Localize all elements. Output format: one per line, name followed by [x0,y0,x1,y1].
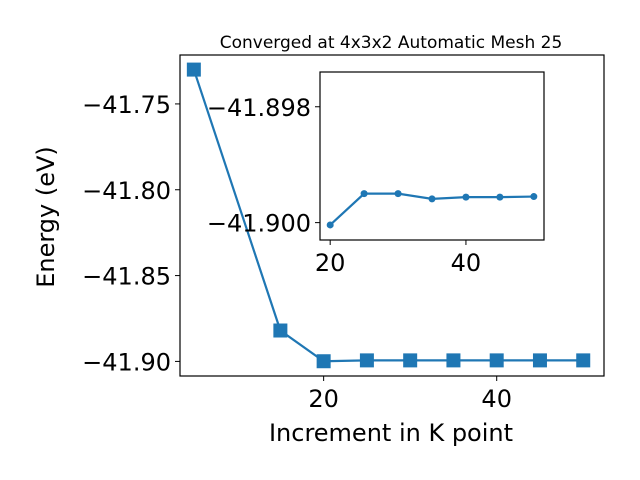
inset-y-tick-label: −41.898 [207,94,311,122]
main-data-point [316,354,331,369]
inset-x-tick-label: 20 [315,249,346,277]
inset-data-point [530,193,538,201]
main-data-point [403,353,418,368]
inset-data-point [428,195,436,203]
inset-data-point [496,193,504,201]
inset-data-point [326,221,334,229]
main-data-point [186,62,201,77]
inset-data-point [394,190,402,198]
inset-data-point [462,193,470,201]
main-y-tick-label: −41.85 [82,263,171,291]
main-y-tick-label: −41.80 [82,177,171,205]
inset-y-tick-label: −41.900 [207,210,311,238]
chart-title: Converged at 4x3x2 Automatic Mesh 25 [220,33,563,53]
main-data-point [576,353,591,368]
inset-frame [319,71,545,241]
main-y-tick-label: −41.75 [82,91,171,119]
main-data-point [273,323,288,338]
inset-data-point [360,190,368,198]
y-axis-title: Energy (eV) [32,146,60,288]
main-y-tick-label: −41.90 [82,348,171,376]
main-data-point [489,353,504,368]
inset-x-tick-label: 40 [451,249,482,277]
main-x-tick-label: 20 [308,385,339,413]
main-data-point [532,353,547,368]
x-axis-title: Increment in K point [269,419,513,447]
inset-plot: 20 40 −41.900 −41.898 [207,71,545,277]
main-data-point [359,353,374,368]
main-x-tick-label: 40 [481,385,512,413]
main-data-point [446,353,461,368]
